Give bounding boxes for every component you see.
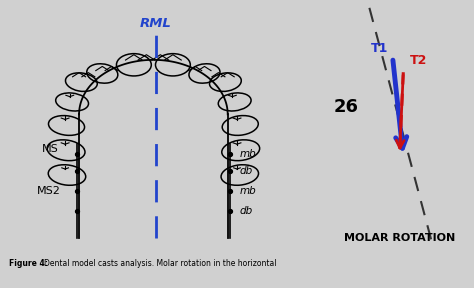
- Text: db: db: [239, 206, 253, 216]
- Text: T2: T2: [410, 54, 427, 67]
- Text: MOLAR ROTATION: MOLAR ROTATION: [344, 233, 455, 243]
- Text: T1: T1: [371, 42, 388, 55]
- Text: MS: MS: [42, 144, 59, 154]
- Text: 26: 26: [334, 98, 359, 116]
- Text: RML: RML: [140, 18, 172, 31]
- Text: MS2: MS2: [37, 186, 61, 196]
- Text: Dental model casts analysis. Molar rotation in the horizontal: Dental model casts analysis. Molar rotat…: [44, 259, 277, 268]
- Text: Figure 4:: Figure 4:: [9, 259, 48, 268]
- Text: mb: mb: [239, 149, 256, 159]
- Text: mb: mb: [239, 186, 256, 196]
- Text: db: db: [239, 166, 253, 176]
